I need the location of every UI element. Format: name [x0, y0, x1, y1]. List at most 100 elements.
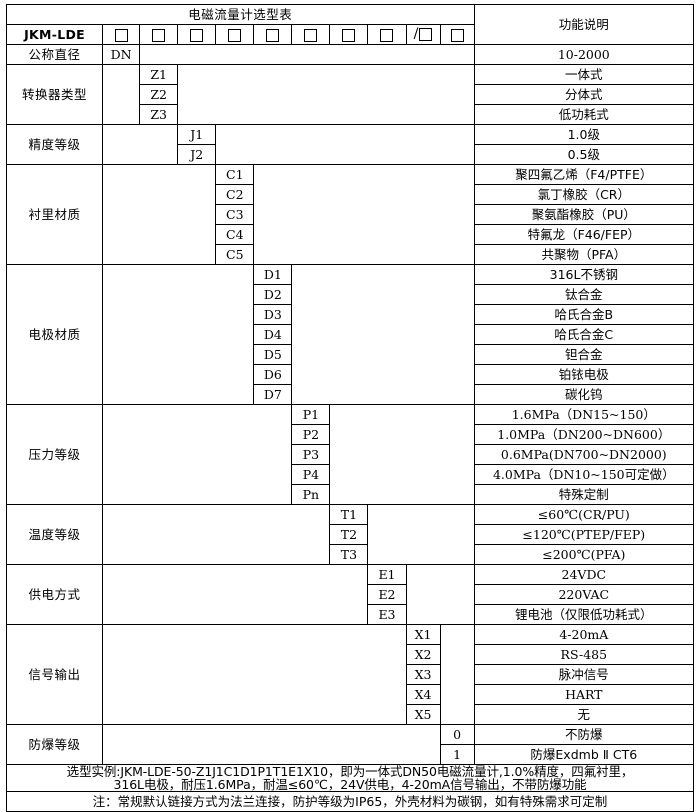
code-explosion-proof-1[interactable]: 0 — [439, 724, 475, 745]
code-nominal-diameter[interactable]: DN — [102, 44, 141, 65]
code-signal-output-3[interactable]: X3 — [405, 664, 441, 685]
code-lining-material-4[interactable]: C4 — [215, 224, 255, 245]
code-signal-output-1[interactable]: X1 — [405, 624, 441, 645]
code-temperature-class-1[interactable]: T1 — [329, 504, 369, 525]
code-signal-output-4[interactable]: X4 — [405, 684, 441, 705]
desc-electrode-material-5: 钽合金 — [473, 344, 695, 365]
code-explosion-proof-2[interactable]: 1 — [439, 744, 475, 765]
blank-cell — [102, 404, 293, 505]
spec-table: 电磁流量计选型表 功能说明 JKM-LDE / 公称直径 DN — [5, 4, 695, 812]
selection-example-line2: 316L电极，耐压1.6MPa，耐温≤60℃，24V供电，4-20mA信号输出，… — [113, 777, 587, 792]
desc-lining-material-1: 聚四氟乙烯（F4/PTFE） — [473, 164, 695, 185]
code-electrode-material-4[interactable]: D4 — [253, 324, 293, 345]
checkbox-icon — [419, 28, 433, 42]
desc-power-supply-2: 220VAC — [473, 584, 695, 605]
checkbox-icon — [228, 28, 242, 42]
code-box-7[interactable] — [329, 24, 369, 45]
code-accuracy-class-1[interactable]: J1 — [177, 124, 217, 145]
code-signal-output-2[interactable]: X2 — [405, 644, 441, 665]
code-power-supply-3[interactable]: E3 — [367, 604, 407, 625]
row-label-lining-material: 衬里材质 — [5, 164, 104, 265]
code-pressure-class-2[interactable]: P2 — [291, 424, 331, 445]
code-lining-material-5[interactable]: C5 — [215, 244, 255, 265]
row-lining-material-3: C3 聚氨酯橡胶（PU） — [7, 204, 695, 225]
desc-signal-output-3: 脉冲信号 — [473, 664, 695, 685]
row-temperature-class-1: 温度等级 T1 ≤60℃(CR/PU) — [5, 504, 695, 565]
row-label-converter-type: 转换器类型 — [5, 64, 104, 125]
code-lining-material-1[interactable]: C1 — [215, 164, 255, 185]
row-pressure-class-5: Pn 特殊定制 — [7, 484, 695, 505]
desc-electrode-material-6: 铂铱电极 — [473, 364, 695, 385]
desc-accuracy-class-2: 0.5级 — [473, 144, 695, 165]
blank-cell — [253, 164, 475, 265]
code-box-2[interactable] — [139, 24, 179, 45]
blank-cell — [367, 504, 475, 565]
blank-cell — [102, 124, 179, 165]
desc-lining-material-4: 特氟龙（F46/FEP） — [473, 224, 695, 245]
model-prefix: JKM-LDE — [5, 24, 104, 45]
desc-accuracy-class-1: 1.0级 — [473, 124, 695, 145]
code-converter-type-2[interactable]: Z2 — [139, 84, 179, 105]
code-box-5[interactable] — [253, 24, 293, 45]
row-converter-type-1: 转换器类型 Z1 一体式 — [5, 64, 695, 125]
row-label-signal-output: 信号输出 — [5, 624, 104, 725]
desc-converter-type-2: 分体式 — [473, 84, 695, 105]
code-electrode-material-1[interactable]: D1 — [253, 264, 293, 285]
code-signal-output-5[interactable]: X5 — [405, 704, 441, 725]
desc-pressure-class-4: 4.0MPa（DN10~150可定做） — [473, 464, 695, 485]
code-electrode-material-3[interactable]: D3 — [253, 304, 293, 325]
desc-pressure-class-5: 特殊定制 — [473, 484, 695, 505]
code-pressure-class-5[interactable]: Pn — [291, 484, 331, 505]
code-power-supply-2[interactable]: E2 — [367, 584, 407, 605]
checkbox-icon — [342, 28, 356, 42]
code-lining-material-3[interactable]: C3 — [215, 204, 255, 225]
row-label-pressure-class: 压力等级 — [5, 404, 104, 505]
code-box-9[interactable]: / — [405, 24, 441, 45]
code-power-supply-1[interactable]: E1 — [367, 564, 407, 585]
checkbox-icon — [266, 28, 280, 42]
code-electrode-material-5[interactable]: D5 — [253, 344, 293, 365]
selection-example-cell: 选型实例:JKM-LDE-50-Z1J1C1D1P1T1E1X10，即为一体式D… — [6, 763, 694, 793]
desc-pressure-class-2: 1.0MPa（DN200~DN600） — [473, 424, 695, 445]
code-electrode-material-2[interactable]: D2 — [253, 284, 293, 305]
code-accuracy-class-2[interactable]: J2 — [177, 144, 217, 165]
code-box-3[interactable] — [177, 24, 217, 45]
code-box-6[interactable] — [291, 24, 331, 45]
checkbox-icon — [304, 28, 318, 42]
desc-explosion-proof-2: 防爆Exdmb Ⅱ CT6 — [473, 744, 695, 765]
row-lining-material-5: C5 共聚物（PFA） — [7, 244, 695, 265]
code-converter-type-3[interactable]: Z3 — [139, 104, 179, 125]
code-box-1[interactable] — [102, 24, 141, 45]
desc-temperature-class-1: ≤60℃(CR/PU) — [473, 504, 695, 525]
desc-lining-material-2: 氯丁橡胶（CR） — [473, 184, 695, 205]
desc-lining-material-3: 聚氨酯橡胶（PU） — [473, 204, 695, 225]
row-pressure-class-1: 压力等级 P1 1.6MPa（DN15~150） — [5, 404, 695, 505]
code-lining-material-2[interactable]: C2 — [215, 184, 255, 205]
desc-nominal-diameter: 10-2000 — [473, 44, 695, 65]
code-electrode-material-7[interactable]: D7 — [253, 384, 293, 405]
desc-electrode-material-2: 钛合金 — [473, 284, 695, 305]
desc-signal-output-4: HART — [473, 684, 695, 705]
code-pressure-class-1[interactable]: P1 — [291, 404, 331, 425]
code-box-8[interactable] — [367, 24, 407, 45]
row-selection-example: 选型实例:JKM-LDE-50-Z1J1C1D1P1T1E1X10，即为一体式D… — [6, 763, 694, 793]
code-converter-type-1[interactable]: Z1 — [139, 64, 179, 85]
checkbox-icon — [190, 28, 204, 42]
code-temperature-class-3[interactable]: T3 — [329, 544, 369, 565]
code-box-10[interactable] — [439, 24, 475, 45]
row-label-electrode-material: 电极材质 — [5, 264, 104, 405]
desc-signal-output-5: 无 — [473, 704, 695, 725]
row-accuracy-class-1: 精度等级 J1 1.0级 — [5, 124, 695, 165]
blank-cell — [102, 164, 217, 265]
code-electrode-material-6[interactable]: D6 — [253, 364, 293, 385]
code-pressure-class-3[interactable]: P3 — [291, 444, 331, 465]
row-power-supply-1: 供电方式 E1 24VDC — [5, 564, 695, 625]
desc-temperature-class-3: ≤200℃(PFA) — [473, 544, 695, 565]
code-temperature-class-2[interactable]: T2 — [329, 524, 369, 545]
code-pressure-class-4[interactable]: P4 — [291, 464, 331, 485]
row-explosion-proof-1: 防爆等级 0 不防爆 — [5, 724, 695, 765]
code-box-4[interactable] — [215, 24, 255, 45]
desc-converter-type-1: 一体式 — [473, 64, 695, 85]
blank-cell — [439, 624, 475, 725]
row-note: 注：常规默认链接方式为法兰连接，防护等级为IP65，外壳材料为碳钢，如有特殊需求… — [6, 791, 694, 812]
